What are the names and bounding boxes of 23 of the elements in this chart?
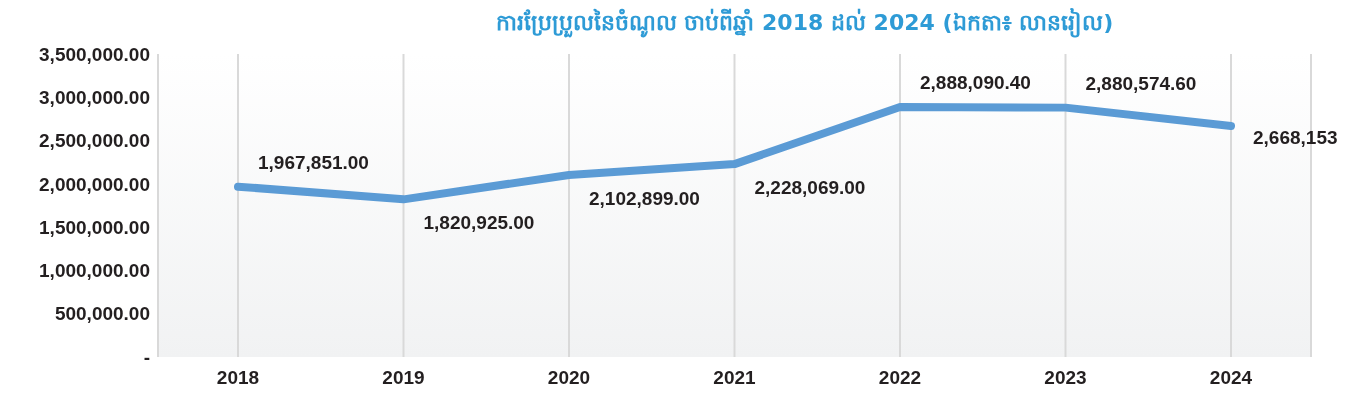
data-label: 2,888,090.40 <box>920 71 1031 93</box>
x-tick-label: 2023 <box>1044 367 1087 389</box>
y-tick-label: 3,500,000.00 <box>39 43 150 65</box>
y-tick-label: 3,000,000.00 <box>39 87 150 109</box>
y-tick-label: 500,000.00 <box>54 303 150 325</box>
x-tick-label: 2020 <box>547 367 591 389</box>
data-label: 2,668,153 <box>1253 127 1338 149</box>
data-label: 2,880,574.60 <box>1085 72 1197 94</box>
x-tick-label: 2022 <box>878 367 922 389</box>
data-label: 1,820,925.00 <box>423 212 535 234</box>
y-tick-label: 1,000,000.00 <box>39 260 150 282</box>
x-tick-label: 2018 <box>216 367 260 389</box>
y-tick-label: 2,000,000.00 <box>39 173 150 195</box>
data-label: 2,102,899.00 <box>589 187 700 209</box>
x-tick-label: 2024 <box>1209 367 1253 389</box>
y-tick-label: - <box>143 346 150 368</box>
data-label: 2,228,069.00 <box>754 177 866 199</box>
y-tick-label: 1,500,000.00 <box>39 216 150 238</box>
x-tick-label: 2021 <box>713 367 757 389</box>
chart-title: ការប្រែប្រួលនៃចំណូល ចាប់ពីឆ្នាំ 2018 ដល់ 2024 (ឯកតា៖ លានរៀល) <box>494 8 1115 40</box>
data-label: 1,967,851.00 <box>258 151 369 173</box>
x-tick-label: 2019 <box>382 367 425 389</box>
y-tick-label: 2,500,000.00 <box>39 130 150 152</box>
